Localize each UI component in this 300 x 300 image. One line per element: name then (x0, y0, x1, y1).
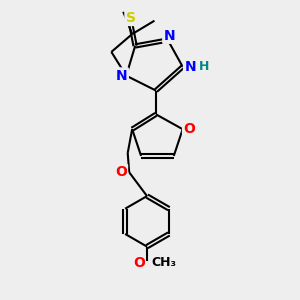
Text: N: N (164, 28, 175, 43)
Text: S: S (126, 11, 136, 25)
Text: O: O (133, 256, 145, 270)
Text: O: O (115, 165, 127, 179)
Text: CH₃: CH₃ (152, 256, 176, 269)
Text: O: O (183, 122, 195, 136)
Text: N: N (116, 69, 128, 83)
Text: N: N (184, 60, 196, 74)
Text: H: H (199, 60, 209, 73)
